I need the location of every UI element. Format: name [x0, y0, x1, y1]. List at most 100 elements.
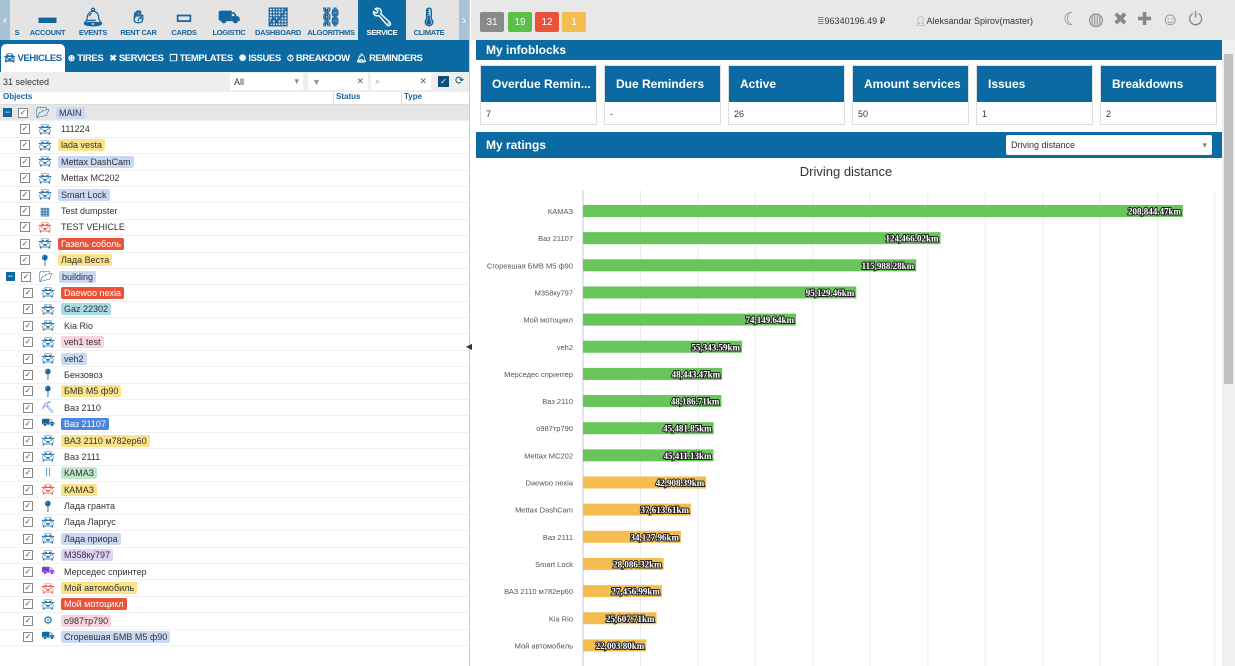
tree-item[interactable]: ✓ 🚘︎ Mettax DashCam	[0, 154, 469, 171]
globe-icon[interactable]: ◍	[1088, 9, 1113, 29]
tree-item[interactable]: ✓ ⛟ Сгоревшая БМВ М5 ф90	[0, 630, 469, 646]
tree-item[interactable]: ✓ 🚘︎ ВАЗ 2110 м782ер60	[0, 433, 469, 450]
scrollbar[interactable]	[1222, 40, 1235, 666]
nav-item-climate[interactable]: 🌡︎ CLIMATE	[413, 7, 445, 37]
clear-icon[interactable]: ✕	[419, 76, 427, 86]
nav-item-prev[interactable]: S	[14, 28, 20, 37]
nav-item-dashboard[interactable]: 📈︎ DASHBOARD	[254, 7, 302, 37]
checkbox[interactable]: ✓	[23, 369, 33, 380]
support-icon[interactable]: ☺	[1161, 9, 1189, 29]
infoblock-card[interactable]: Breakdowns 2	[1100, 65, 1217, 125]
tree-item[interactable]: ✓ ⚙ о987тр790	[0, 613, 469, 630]
checkbox[interactable]: ✓	[23, 583, 33, 594]
nav-item-account[interactable]: ▬ ACCOUNT	[29, 7, 66, 37]
nav-right-arrow[interactable]: ›	[459, 0, 469, 40]
filter-input[interactable]: ▼ ✕	[308, 73, 368, 90]
collapse-icon[interactable]: −	[6, 271, 15, 282]
tree-group[interactable]: − ✓ 📂︎ MAIN	[0, 105, 469, 122]
infoblock-card[interactable]: Active 26	[728, 65, 845, 125]
tree-item[interactable]: ✓ 🚘︎ 111224	[0, 121, 469, 138]
checkbox[interactable]: ✓	[23, 287, 33, 298]
select-all-checkbox[interactable]: ✓	[438, 76, 449, 87]
checkbox[interactable]: ✓	[23, 517, 33, 528]
nav-item-cards[interactable]: ▭ CARDS	[171, 7, 197, 37]
tree-item[interactable]: ✓ 🚘︎ М358ку797	[0, 548, 469, 564]
checkbox[interactable]: ✓	[23, 402, 33, 413]
checkbox[interactable]: ✓	[23, 550, 33, 561]
checkbox[interactable]: ✓	[23, 484, 33, 495]
tree-item[interactable]: ✓ 📍︎ Лада Веста	[0, 253, 469, 269]
checkbox[interactable]: ✓	[18, 107, 28, 118]
moon-icon[interactable]: ☾	[1063, 9, 1089, 29]
tree-item[interactable]: ✓ 🚘︎ Газель соболь	[0, 236, 469, 253]
power-icon[interactable]: ⏻	[1188, 9, 1212, 29]
tree-item[interactable]: ✓ 🚘︎ Daewoo nexia	[0, 285, 469, 302]
nav-item-rent-car[interactable]: ✋︎ RENT CAR	[120, 7, 157, 37]
tree-group[interactable]: − ✓ 📂︎ building	[0, 269, 469, 286]
tab-vehicles[interactable]: 🚘︎ VEHICLES	[1, 44, 65, 72]
nav-item-logistic[interactable]: ⛟ LOGISTIC	[212, 7, 246, 37]
checkbox[interactable]: ✓	[20, 222, 30, 233]
checkbox[interactable]: ✓	[20, 140, 30, 151]
tab-templates[interactable]: ❐ TEMPLATES	[169, 52, 234, 64]
tree-item[interactable]: ✓ 🚘︎ veh2	[0, 351, 469, 368]
tree-item[interactable]: ✓ 🚘︎ Kia Rio	[0, 318, 469, 335]
infoblock-card[interactable]: Due Reminders -	[604, 65, 721, 125]
nav-item-events[interactable]: 🔔︎ EVENTS	[78, 7, 108, 37]
collapse-icon[interactable]: −	[3, 107, 12, 118]
tab-services[interactable]: ✖ SERVICES	[109, 52, 164, 64]
tree-item[interactable]: ✓ ▦ Test dumpster	[0, 203, 469, 220]
user-menu[interactable]: 👤︎Aleksandar Spirov(master)	[915, 16, 1033, 26]
checkbox[interactable]: ✓	[23, 353, 33, 364]
checkbox[interactable]: ✓	[20, 173, 30, 184]
checkbox[interactable]: ✓	[23, 501, 33, 512]
checkbox[interactable]: ✓	[23, 533, 33, 544]
infoblock-card[interactable]: Overdue Remin... 7	[480, 65, 597, 125]
checkbox[interactable]: ✓	[23, 419, 33, 430]
count-total[interactable]: 31	[480, 12, 504, 32]
checkbox[interactable]: ✓	[20, 124, 30, 135]
search-input[interactable]: ⌕ ✕	[371, 73, 431, 90]
checkbox[interactable]: ✓	[23, 386, 33, 397]
tools-icon[interactable]: ✖	[1112, 9, 1137, 29]
tree-item[interactable]: ✓ 🚘︎ Gaz 22302	[0, 302, 469, 319]
checkbox[interactable]: ✓	[20, 255, 30, 266]
tree-item[interactable]: ✓ 🚘︎ veh1 test	[0, 334, 469, 351]
nav-item-algorithms[interactable]: ⛓ ALGORITHMS	[307, 7, 355, 37]
tree-item[interactable]: ✓ 📍︎ БМВ М5 ф90	[0, 384, 469, 401]
checkbox[interactable]: ✓	[23, 615, 33, 626]
checkbox[interactable]: ✓	[23, 451, 33, 462]
checkbox[interactable]: ✓	[23, 304, 33, 315]
tab-reminders[interactable]: 🔔︎ REMINDERS	[355, 52, 423, 64]
nav-left-arrow[interactable]: ‹	[0, 0, 10, 40]
tree-item[interactable]: ✓ 🚘︎ Smart Lock	[0, 187, 469, 204]
col-status[interactable]: Status	[333, 92, 401, 104]
col-objects[interactable]: Objects	[3, 92, 33, 101]
checkbox[interactable]: ✓	[21, 271, 31, 282]
col-type[interactable]: Type	[401, 92, 422, 104]
tree-item[interactable]: ✓ ⛏ Ваз 2110	[0, 400, 469, 417]
count-online[interactable]: 19	[508, 12, 532, 32]
checkbox[interactable]: ✓	[23, 468, 33, 479]
infoblock-card[interactable]: Issues 1	[976, 65, 1093, 125]
tree-item[interactable]: ✓ 🚘︎ lada vesta	[0, 138, 469, 155]
checkbox[interactable]: ✓	[23, 566, 33, 577]
tree-item[interactable]: ✓ 🚘︎ Лада приора	[0, 531, 469, 548]
nav-item-service[interactable]: 🔧︎ SERVICE	[358, 0, 406, 40]
tree-item[interactable]: ✓ 🚘︎ Мой мотоцикл	[0, 597, 469, 614]
checkbox[interactable]: ✓	[23, 435, 33, 446]
tab-tires[interactable]: ⊛ TIRES	[67, 52, 104, 64]
filter-select[interactable]: All ▾	[230, 73, 303, 90]
count-offline[interactable]: 12	[535, 12, 559, 32]
tree-item[interactable]: ✓ ⛟ Мерседес спринтер	[0, 564, 469, 581]
tree-item[interactable]: ✓ ⁞⁞ КАМАЗ	[0, 466, 469, 482]
tab-issues[interactable]: ✺ ISSUES	[238, 52, 281, 64]
checkbox[interactable]: ✓	[20, 189, 30, 200]
checkbox[interactable]: ✓	[23, 599, 33, 610]
refresh-icon[interactable]: ⟳	[455, 75, 465, 87]
puzzle-icon[interactable]: ✚	[1136, 9, 1162, 29]
tree-item[interactable]: ✓ ⛟ Ваз 21107	[0, 416, 469, 433]
tree-item[interactable]: ✓ 🚘︎ Мой автомобиль	[0, 580, 469, 597]
checkbox[interactable]: ✓	[20, 238, 30, 249]
infoblock-card[interactable]: Amount services 50	[852, 65, 969, 125]
